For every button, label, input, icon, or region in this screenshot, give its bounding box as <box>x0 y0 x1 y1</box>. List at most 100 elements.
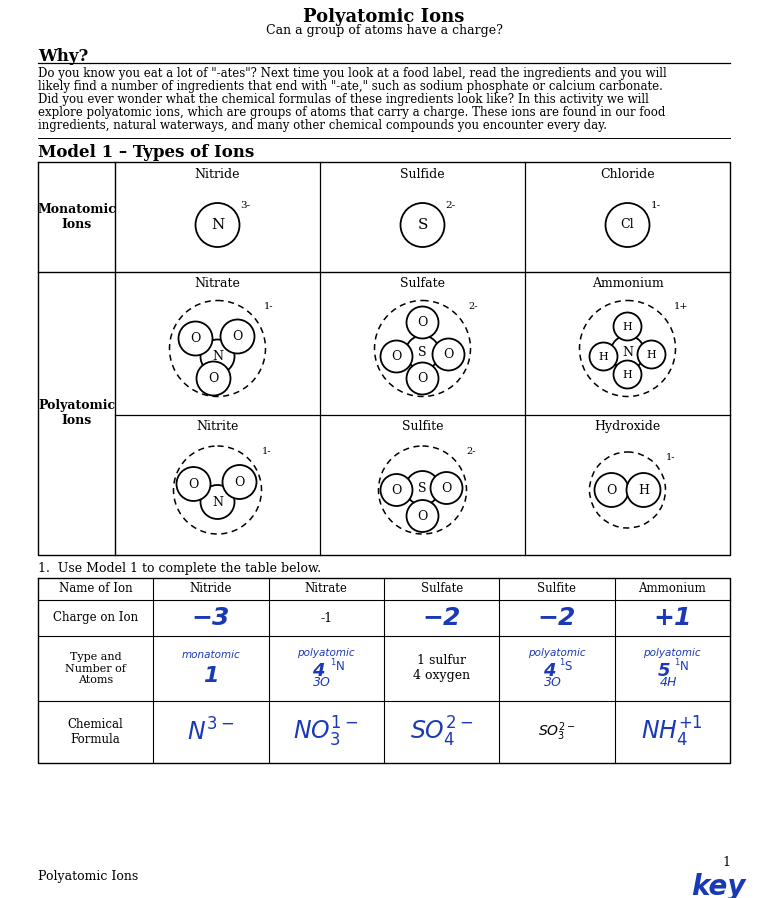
Text: 5: 5 <box>658 662 670 680</box>
Text: Nitride: Nitride <box>190 583 232 595</box>
Circle shape <box>605 203 650 247</box>
Text: 1 sulfur
4 oxygen: 1 sulfur 4 oxygen <box>413 655 470 682</box>
Text: monatomic: monatomic <box>181 649 240 659</box>
Circle shape <box>432 339 465 371</box>
Circle shape <box>200 339 234 374</box>
Text: −2: −2 <box>422 606 461 630</box>
Text: 3O: 3O <box>544 676 562 689</box>
Text: 1+: 1+ <box>674 302 688 311</box>
Text: key: key <box>690 873 745 898</box>
Text: Did you ever wonder what the chemical formulas of these ingredients look like? I: Did you ever wonder what the chemical fo… <box>38 93 649 106</box>
Text: Sulfite: Sulfite <box>402 420 443 433</box>
Text: Sulfide: Sulfide <box>400 168 445 181</box>
Text: $^{1}$S: $^{1}$S <box>559 658 574 674</box>
Text: $^{1}$N: $^{1}$N <box>674 658 690 674</box>
Circle shape <box>223 465 257 499</box>
Text: O: O <box>208 372 219 385</box>
Text: Chemical
Formula: Chemical Formula <box>68 718 124 746</box>
Text: Ammonium: Ammonium <box>591 277 664 290</box>
Text: O: O <box>188 478 199 490</box>
Text: O: O <box>606 483 617 497</box>
Text: O: O <box>443 348 454 361</box>
Circle shape <box>220 320 254 354</box>
Text: −3: −3 <box>192 606 230 630</box>
Text: 1-: 1- <box>263 302 273 311</box>
Text: Monatomic
Ions: Monatomic Ions <box>37 203 116 231</box>
Text: 3O: 3O <box>313 676 331 689</box>
Text: Hydroxide: Hydroxide <box>594 420 660 433</box>
Text: Ammonium: Ammonium <box>638 583 707 595</box>
Circle shape <box>197 362 230 395</box>
Circle shape <box>380 340 412 373</box>
Text: O: O <box>442 481 452 495</box>
Text: Nitrate: Nitrate <box>305 583 348 595</box>
Circle shape <box>431 472 462 504</box>
Text: 1: 1 <box>204 666 219 686</box>
Text: 1-: 1- <box>261 447 271 456</box>
Text: Can a group of atoms have a charge?: Can a group of atoms have a charge? <box>266 24 502 37</box>
Text: +1: +1 <box>653 606 691 630</box>
Text: H: H <box>623 369 632 380</box>
Text: Cl: Cl <box>621 218 634 232</box>
Text: N: N <box>212 350 223 363</box>
Circle shape <box>196 203 240 247</box>
Text: $SO_4^{2-}$: $SO_4^{2-}$ <box>410 715 473 749</box>
Text: H: H <box>598 351 608 362</box>
Text: 1-: 1- <box>666 453 675 462</box>
Circle shape <box>177 467 210 501</box>
Text: 1.  Use Model 1 to complete the table below.: 1. Use Model 1 to complete the table bel… <box>38 562 321 575</box>
Text: likely find a number of ingredients that end with "-ate," such as sodium phospha: likely find a number of ingredients that… <box>38 80 663 93</box>
Circle shape <box>611 336 644 369</box>
Text: O: O <box>417 316 428 329</box>
Text: Type and
Number of
Atoms: Type and Number of Atoms <box>65 652 126 685</box>
Text: 1: 1 <box>722 856 730 869</box>
Text: H: H <box>623 321 632 331</box>
Text: H: H <box>638 483 649 497</box>
Text: Nitrate: Nitrate <box>194 277 240 290</box>
Text: 4: 4 <box>312 662 325 680</box>
Text: -1: -1 <box>320 612 333 624</box>
Text: N: N <box>622 346 633 359</box>
Circle shape <box>614 313 641 340</box>
Circle shape <box>614 360 641 389</box>
Text: Model 1 – Types of Ions: Model 1 – Types of Ions <box>38 144 254 161</box>
Circle shape <box>406 363 439 394</box>
Text: 3-: 3- <box>240 200 250 209</box>
Text: Chloride: Chloride <box>600 168 655 181</box>
Text: H: H <box>647 349 657 359</box>
Circle shape <box>200 485 234 519</box>
Circle shape <box>406 471 439 505</box>
Text: 1-: 1- <box>650 200 660 209</box>
Circle shape <box>590 342 617 371</box>
Text: Do you know you eat a lot of "-ates"? Next time you look at a food label, read t: Do you know you eat a lot of "-ates"? Ne… <box>38 67 667 80</box>
Text: 2-: 2- <box>466 447 476 456</box>
Circle shape <box>380 474 412 506</box>
Text: polyatomic: polyatomic <box>297 647 355 657</box>
Circle shape <box>637 340 666 368</box>
Text: Sulfate: Sulfate <box>400 277 445 290</box>
Text: N: N <box>212 496 223 508</box>
Text: $^{1}$N: $^{1}$N <box>330 658 346 674</box>
Circle shape <box>406 500 439 532</box>
Text: Nitrite: Nitrite <box>197 420 239 433</box>
Text: O: O <box>190 332 200 345</box>
Circle shape <box>594 473 628 507</box>
Circle shape <box>627 473 660 507</box>
Text: O: O <box>417 509 428 523</box>
Circle shape <box>406 306 439 339</box>
Text: 2-: 2- <box>468 302 478 311</box>
Text: O: O <box>234 476 245 489</box>
Text: N: N <box>211 218 224 232</box>
Text: Charge on Ion: Charge on Ion <box>53 612 138 624</box>
Text: O: O <box>392 483 402 497</box>
Text: Why?: Why? <box>38 48 88 65</box>
Text: 2-: 2- <box>445 200 455 209</box>
Text: S: S <box>417 218 428 232</box>
Circle shape <box>400 203 445 247</box>
Text: $N^{3-}$: $N^{3-}$ <box>187 718 234 745</box>
Circle shape <box>178 321 213 356</box>
Text: $NO_3^{1-}$: $NO_3^{1-}$ <box>293 715 359 749</box>
Text: Name of Ion: Name of Ion <box>59 583 132 595</box>
Text: explore polyatomic ions, which are groups of atoms that carry a charge. These io: explore polyatomic ions, which are group… <box>38 106 665 119</box>
Text: 4: 4 <box>543 662 555 680</box>
